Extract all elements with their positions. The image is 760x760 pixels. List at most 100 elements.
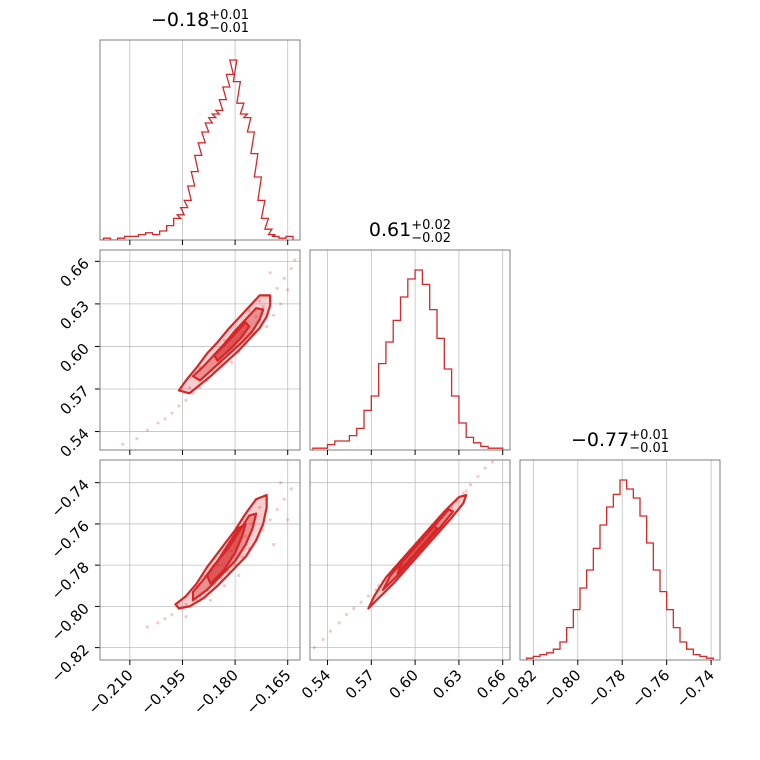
panel-p22: −0.77+0.01 −0.01−0.82 −0.80 −0.78 −0.76 −0.74 bbox=[495, 428, 721, 711]
sample-point bbox=[229, 360, 234, 364]
xtick-label: 0.54 bbox=[298, 666, 334, 702]
sample-point bbox=[476, 474, 480, 479]
sample-point bbox=[289, 487, 293, 491]
sample-point bbox=[121, 442, 125, 446]
xtick-label: −0.80 bbox=[539, 666, 584, 711]
title-median: −0.77 bbox=[571, 429, 629, 451]
ytick-label: −0.78 bbox=[48, 558, 93, 603]
contour-level-3 bbox=[396, 524, 439, 575]
sample-point bbox=[321, 637, 325, 641]
sample-point bbox=[247, 309, 251, 313]
sample-point bbox=[184, 398, 188, 402]
ytick-label: 0.54 bbox=[56, 425, 92, 461]
histogram-line bbox=[526, 479, 714, 660]
title-minus: −0.01 bbox=[629, 441, 669, 456]
sample-point bbox=[163, 617, 167, 621]
histogram-line bbox=[312, 269, 510, 450]
title-minus: −0.01 bbox=[209, 21, 249, 36]
panel-title: −0.77+0.01 −0.01 bbox=[571, 428, 669, 456]
xtick-label: −0.78 bbox=[584, 666, 629, 711]
sample-point bbox=[498, 454, 501, 457]
ytick-label: −0.74 bbox=[48, 476, 93, 521]
sample-point bbox=[272, 313, 276, 317]
panel-p10: 0.54 0.57 0.60 0.63 0.66 bbox=[56, 249, 301, 461]
xtick-label: 0.60 bbox=[386, 666, 422, 702]
sample-point bbox=[163, 417, 167, 421]
panel-p00: −0.18+0.01 −0.01 bbox=[99, 8, 301, 245]
sample-point bbox=[312, 646, 316, 650]
panel-frame bbox=[99, 39, 301, 241]
ytick-label: −0.80 bbox=[48, 599, 93, 644]
sample-point bbox=[236, 573, 241, 578]
ytick-label: 0.57 bbox=[56, 382, 92, 418]
sample-point bbox=[279, 481, 283, 485]
panel-p20: −0.82−0.80−0.78−0.76−0.74−0.210 −0.195 −0.… bbox=[48, 459, 301, 718]
xtick-label: 0.57 bbox=[342, 666, 378, 702]
sample-point bbox=[483, 466, 487, 470]
sample-point bbox=[282, 497, 286, 501]
xtick-label: −0.74 bbox=[673, 666, 718, 711]
sample-point bbox=[261, 528, 265, 532]
sample-point bbox=[279, 302, 283, 306]
sample-point bbox=[261, 305, 265, 309]
sample-point bbox=[222, 584, 227, 588]
sample-point bbox=[170, 411, 174, 415]
sample-point bbox=[461, 491, 465, 495]
sample-point bbox=[265, 324, 269, 329]
sample-point bbox=[135, 437, 139, 441]
sample-point bbox=[286, 518, 290, 522]
sample-point bbox=[490, 460, 495, 464]
panel-p11: 0.61+0.02 −0.02 bbox=[309, 218, 511, 455]
panel-title: −0.18+0.01 −0.01 bbox=[151, 8, 249, 36]
title-plus: +0.02 bbox=[411, 218, 451, 233]
panel-frame bbox=[309, 249, 511, 451]
sample-point bbox=[268, 518, 272, 522]
sample-point bbox=[344, 613, 349, 617]
sample-point bbox=[208, 598, 213, 602]
title-plus: +0.01 bbox=[209, 8, 249, 23]
panel-frame bbox=[519, 459, 721, 661]
title-median: −0.18 bbox=[151, 9, 209, 31]
contour-level-3 bbox=[212, 321, 251, 362]
sample-point bbox=[366, 594, 370, 598]
ytick-label: 0.66 bbox=[56, 254, 92, 290]
sample-point bbox=[268, 271, 272, 275]
xtick-label: 0.63 bbox=[429, 666, 465, 702]
ytick-label: 0.63 bbox=[56, 297, 92, 333]
sample-point bbox=[244, 534, 248, 538]
panel-title: 0.61+0.02 −0.02 bbox=[369, 218, 451, 246]
sample-point bbox=[272, 542, 276, 547]
sample-point bbox=[286, 288, 290, 292]
histogram-line bbox=[100, 59, 294, 240]
sample-point bbox=[359, 600, 363, 604]
panel-p21: 0.54 0.57 0.60 0.63 0.66 bbox=[298, 454, 511, 702]
sample-point bbox=[145, 428, 149, 432]
sample-point bbox=[156, 621, 160, 625]
sample-point bbox=[240, 555, 244, 559]
title-median: 0.61 bbox=[369, 219, 411, 241]
sample-point bbox=[156, 421, 160, 425]
title-plus: +0.01 bbox=[629, 428, 669, 443]
ytick-label: 0.60 bbox=[56, 340, 92, 376]
title-minus: −0.02 bbox=[411, 231, 451, 246]
sample-point bbox=[337, 621, 341, 625]
xtick-label: −0.180 bbox=[190, 666, 242, 718]
sample-point bbox=[282, 276, 286, 280]
sample-point bbox=[184, 602, 188, 606]
sample-point bbox=[464, 489, 468, 493]
sample-point bbox=[177, 404, 181, 408]
panel-frame bbox=[309, 459, 511, 661]
xtick-label: −0.195 bbox=[137, 666, 189, 718]
xtick-label: −0.76 bbox=[628, 666, 673, 711]
panel-frame bbox=[99, 249, 301, 451]
sample-point bbox=[328, 629, 333, 633]
sample-point bbox=[275, 286, 279, 290]
xtick-label: −0.210 bbox=[85, 666, 137, 718]
sample-point bbox=[184, 615, 188, 619]
panel-frame bbox=[99, 459, 301, 661]
contour-level-3 bbox=[205, 522, 247, 585]
ytick-label: −0.82 bbox=[48, 641, 93, 686]
sample-point bbox=[275, 507, 279, 512]
sample-point bbox=[170, 613, 174, 617]
